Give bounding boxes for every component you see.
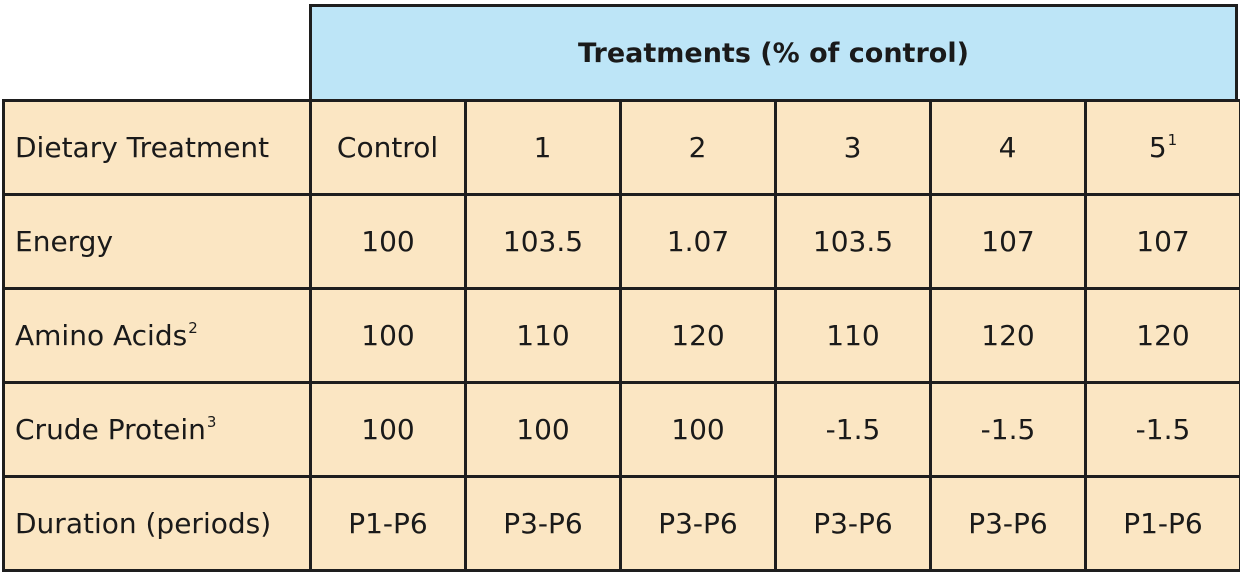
table-cell: -1.5 xyxy=(931,383,1086,477)
table-cell: 100 xyxy=(311,195,466,289)
table-cell: -1.5 xyxy=(776,383,931,477)
table-cell: 103.5 xyxy=(776,195,931,289)
header-row-label: Dietary Treatment xyxy=(4,101,311,195)
column-header: 2 xyxy=(621,101,776,195)
row-label: Energy xyxy=(4,195,311,289)
table-cell: 120 xyxy=(1086,289,1240,383)
table-cell: 120 xyxy=(621,289,776,383)
table-row: Energy 100 103.5 1.07 103.5 107 107 xyxy=(4,195,1240,289)
table-row: Crude Protein3 100 100 100 -1.5 -1.5 -1.… xyxy=(4,383,1240,477)
table-cell: 100 xyxy=(621,383,776,477)
table-cell: 103.5 xyxy=(466,195,621,289)
treatments-table: Treatments (% of control) Dietary Treatm… xyxy=(0,0,1240,560)
column-header: 3 xyxy=(776,101,931,195)
header-row: Dietary Treatment Control 1 2 3 4 51 xyxy=(4,101,1240,195)
table-cell: P1-P6 xyxy=(1086,477,1240,571)
table-cell: P3-P6 xyxy=(931,477,1086,571)
table-cell: 100 xyxy=(466,383,621,477)
column-header: 1 xyxy=(466,101,621,195)
table-cell: P3-P6 xyxy=(621,477,776,571)
table-cell: 110 xyxy=(466,289,621,383)
column-header: 4 xyxy=(931,101,1086,195)
column-header: 51 xyxy=(1086,101,1240,195)
table-title: Treatments (% of control) xyxy=(309,4,1238,100)
table-row: Amino Acids2 100 110 120 110 120 120 xyxy=(4,289,1240,383)
table-cell: P3-P6 xyxy=(776,477,931,571)
table-cell: 100 xyxy=(311,289,466,383)
row-label: Amino Acids2 xyxy=(4,289,311,383)
table-cell: 107 xyxy=(931,195,1086,289)
table-cell: 120 xyxy=(931,289,1086,383)
table-cell: 107 xyxy=(1086,195,1240,289)
table-cell: 100 xyxy=(311,383,466,477)
table-cell: P3-P6 xyxy=(466,477,621,571)
column-header: Control xyxy=(311,101,466,195)
table-row: Duration (periods) P1-P6 P3-P6 P3-P6 P3-… xyxy=(4,477,1240,571)
table-cell: 110 xyxy=(776,289,931,383)
row-label: Crude Protein3 xyxy=(4,383,311,477)
row-label: Duration (periods) xyxy=(4,477,311,571)
table-cell: P1-P6 xyxy=(311,477,466,571)
treatments-grid: Dietary Treatment Control 1 2 3 4 51 Ene… xyxy=(2,99,1240,572)
table-cell: -1.5 xyxy=(1086,383,1240,477)
table-cell: 1.07 xyxy=(621,195,776,289)
